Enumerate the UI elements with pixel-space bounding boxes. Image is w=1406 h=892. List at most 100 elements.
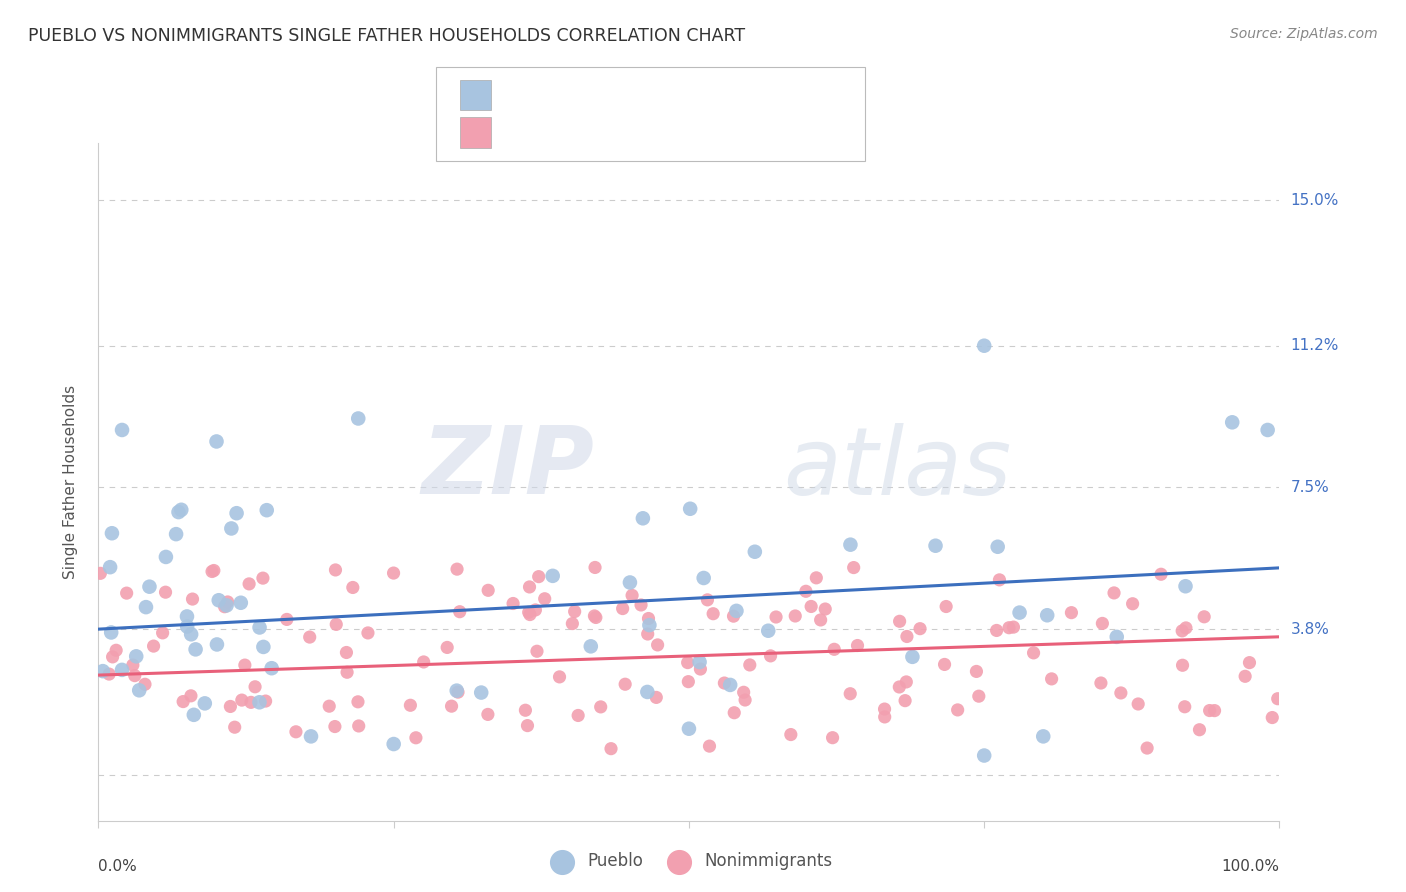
Point [1198, 704, 1220, 718]
Point [585, 610, 607, 624]
Point [205, 434, 228, 449]
Point [91, 664, 114, 678]
Point [155, 549, 177, 564]
Text: 7.5%: 7.5% [1291, 480, 1329, 495]
Point [1008, 606, 1031, 620]
Point [205, 637, 228, 651]
Point [342, 581, 364, 595]
Point [524, 603, 547, 617]
Point [630, 598, 652, 612]
Point [256, 503, 278, 517]
Point [1128, 697, 1150, 711]
Point [638, 618, 661, 632]
Point [325, 617, 347, 632]
Point [347, 695, 370, 709]
Point [1136, 741, 1159, 756]
Point [689, 655, 711, 669]
Point [814, 602, 837, 616]
Point [696, 592, 718, 607]
Point [405, 731, 427, 745]
Point [517, 605, 540, 619]
Text: 15.0%: 15.0% [1291, 193, 1339, 208]
Point [986, 624, 1008, 638]
Point [89, 566, 111, 581]
Point [583, 609, 606, 624]
Point [901, 649, 924, 664]
Point [221, 521, 243, 535]
Point [839, 687, 862, 701]
Point [128, 683, 150, 698]
Point [1257, 423, 1279, 437]
Point [723, 706, 745, 720]
Point [564, 605, 586, 619]
Point [637, 611, 659, 625]
Point [718, 678, 741, 692]
Point [446, 683, 468, 698]
Point [1022, 646, 1045, 660]
Point [810, 613, 832, 627]
Point [946, 703, 969, 717]
Point [155, 585, 177, 599]
Point [873, 710, 896, 724]
Point [231, 693, 253, 707]
Point [260, 661, 283, 675]
Point [823, 642, 845, 657]
Point [873, 702, 896, 716]
Point [738, 657, 761, 672]
Point [894, 693, 917, 707]
Point [142, 639, 165, 653]
Point [908, 622, 931, 636]
Point [533, 591, 555, 606]
Point [180, 627, 202, 641]
Point [323, 720, 346, 734]
Point [1267, 691, 1289, 706]
Point [1204, 704, 1226, 718]
Point [779, 727, 801, 741]
Point [219, 699, 242, 714]
Text: 3.8%: 3.8% [1291, 622, 1330, 637]
Point [276, 612, 298, 626]
Point [1261, 710, 1284, 724]
Point [1122, 597, 1144, 611]
Point [252, 640, 274, 654]
Point [336, 665, 359, 680]
Point [619, 575, 641, 590]
Point [800, 599, 823, 614]
Point [165, 527, 187, 541]
Point [896, 630, 918, 644]
Point [988, 573, 1011, 587]
Point [846, 639, 869, 653]
Point [135, 600, 157, 615]
Point [965, 665, 987, 679]
Point [325, 563, 347, 577]
Point [541, 569, 564, 583]
Point [1150, 567, 1173, 582]
Point [502, 597, 524, 611]
Point [1192, 609, 1215, 624]
Point [125, 649, 148, 664]
Text: PUEBLO VS NONIMMIGRANTS SINGLE FATHER HOUSEHOLDS CORRELATION CHART: PUEBLO VS NONIMMIGRANTS SINGLE FATHER HO… [28, 27, 745, 45]
Point [723, 609, 745, 624]
Point [477, 583, 499, 598]
Point [98, 667, 121, 681]
Point [318, 699, 340, 714]
Point [176, 619, 198, 633]
Point [105, 643, 128, 657]
Point [692, 571, 714, 585]
Point [1234, 669, 1257, 683]
Point [1060, 606, 1083, 620]
Text: N =: N = [614, 86, 666, 103]
Point [249, 620, 271, 634]
Point [134, 677, 156, 691]
Point [676, 656, 699, 670]
Point [889, 680, 911, 694]
Point [1174, 579, 1197, 593]
Text: 11.2%: 11.2% [1291, 338, 1339, 353]
Point [647, 638, 669, 652]
Text: R =: R = [502, 86, 541, 103]
Point [239, 695, 262, 709]
Point [519, 607, 541, 622]
Point [115, 586, 138, 600]
Point [896, 674, 918, 689]
Point [579, 640, 602, 654]
